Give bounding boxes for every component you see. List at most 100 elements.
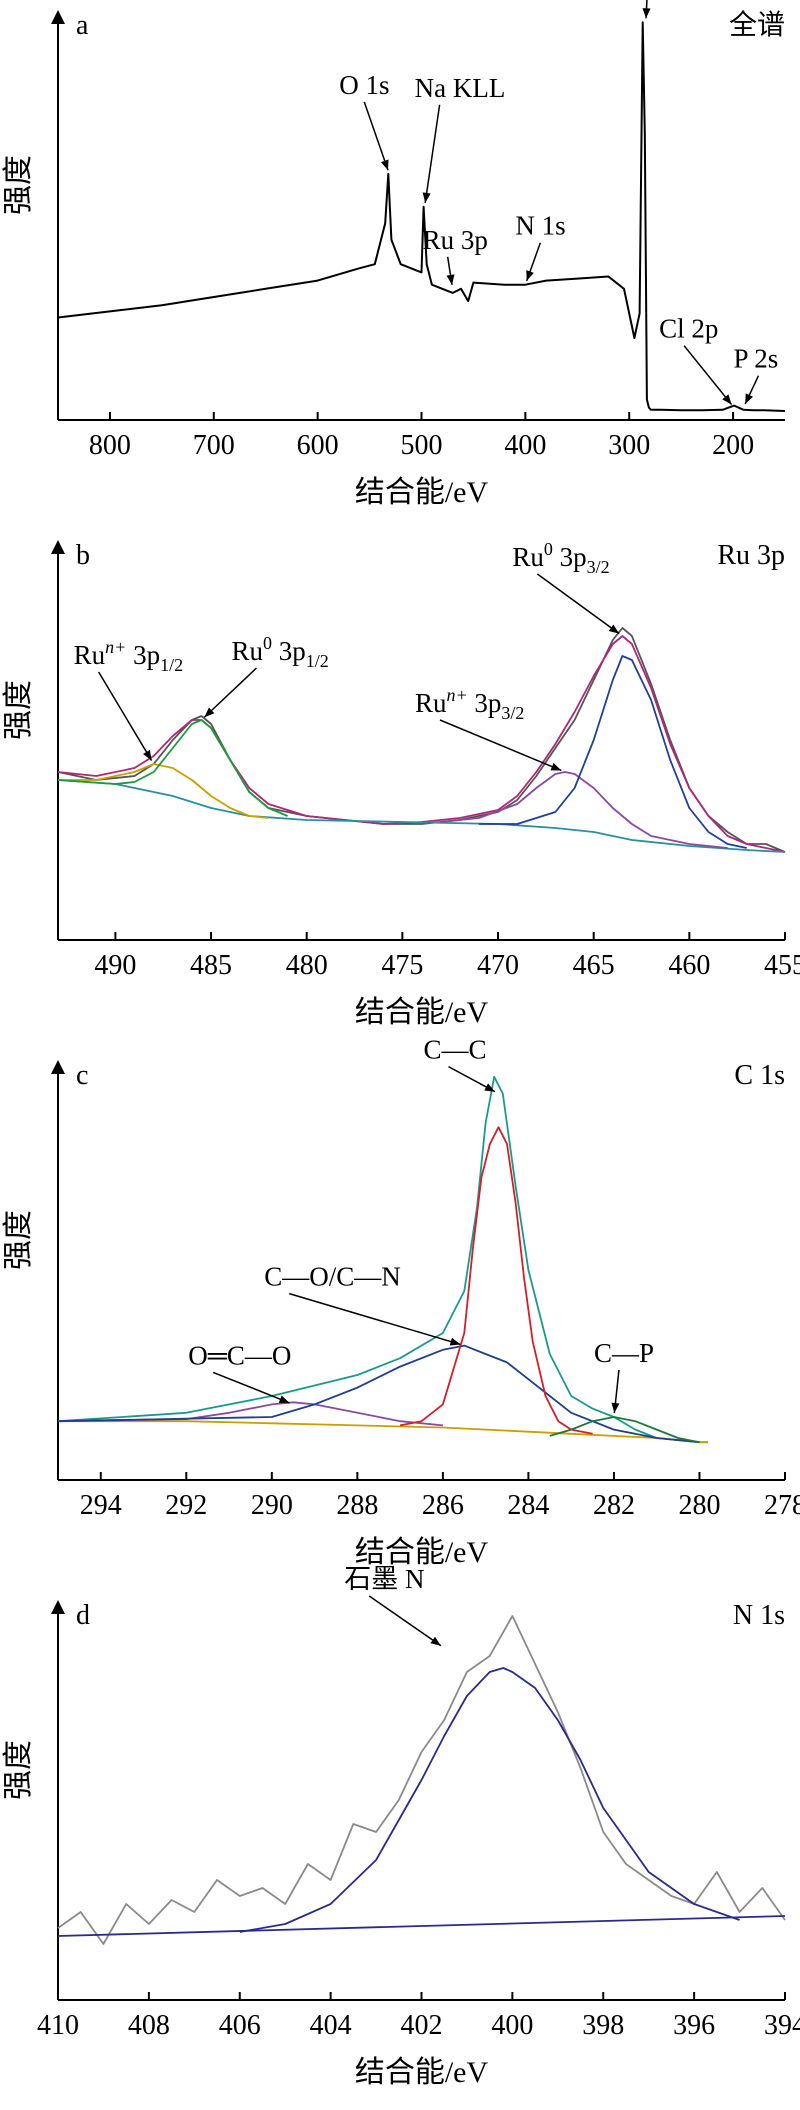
series-line-0 [57,1615,786,1945]
x-axis-title: 结合能/eV [355,476,489,509]
peak-leader-line [368,1595,442,1647]
x-tick-label: 465 [573,950,615,981]
arrowhead-icon [143,749,152,761]
x-tick-label: 200 [712,430,754,461]
series-line-5 [440,771,728,849]
panel-letter: c [76,1060,88,1091]
arrowhead-icon [608,624,620,634]
peak-label: Ru0 3p1/2 [231,633,328,671]
panel-d: 410 408 406 404 402 400 398 396 394 结合能/eV 强度 d N 1s… [2,1564,800,2089]
panel-letter: d [76,1600,90,1631]
y-axis-arrow-icon [51,10,65,24]
peak-label: C—C [423,1035,486,1065]
x-tick-label: 280 [678,1490,720,1521]
series-line-4 [57,719,288,817]
x-tick-label: 400 [491,2010,533,2041]
peak-label: Ru0 3p3/2 [512,539,609,577]
peak-leader-line [363,101,389,171]
peak-label: O 1s [339,70,389,100]
peak-label: Run+ 3p3/2 [415,685,524,723]
series-line-2 [57,779,786,853]
x-tick-label: 800 [89,430,131,461]
series-line-2 [57,1401,443,1427]
panel-b: 490 485 480 475 470 465 460 455 结合能/eV 强度 b Ru 3p Ru… [2,539,800,1029]
x-tick-label: 288 [336,1490,378,1521]
x-tick-label: 292 [165,1490,207,1521]
series-line-1 [57,1915,786,1937]
arrowhead-icon [204,707,215,718]
y-axis-title: 强度 [2,680,35,740]
panel-letter: a [76,10,89,41]
panel-name: C 1s [734,1060,785,1091]
peak-leader-line [536,573,620,635]
panel-letter: b [76,540,90,571]
peak-label: Run+ 3p1/2 [74,637,183,675]
x-tick-label: 470 [477,950,519,981]
x-axis-title: 结合能/eV [355,996,489,1029]
x-tick-label: 290 [251,1490,293,1521]
x-tick-label: 410 [37,2010,79,2041]
series-line-1 [57,635,786,853]
x-tick-label: 294 [80,1490,122,1521]
x-tick-label: 282 [593,1490,635,1521]
series-line-0 [57,21,786,412]
arrowhead-icon [430,1636,441,1646]
arrowhead-icon [611,1402,620,1414]
x-tick-label: 408 [128,2010,170,2041]
peak-leader-line [289,1292,461,1346]
x-tick-label: 600 [297,430,339,461]
peak-label: Na KLL [415,73,506,103]
y-axis-arrow-icon [51,1600,65,1614]
x-tick-label: 500 [401,430,443,461]
peak-label: 石墨 N [344,1564,424,1594]
peak-label: C—P [594,1338,654,1368]
panel-name: Ru 3p [717,540,785,571]
series-line-5 [549,1416,700,1444]
arrowhead-icon [380,159,389,171]
panel-a: 800 700 600 500 400 300 200 结合能/eV 强度 a 全谱 O 1s Na K… [2,0,786,509]
x-tick-label: 455 [764,950,800,981]
arrowhead-icon [745,393,754,405]
peak-leader-line [203,667,258,718]
x-tick-label: 300 [608,430,650,461]
peak-leader-line [98,671,153,761]
arrowhead-icon [278,1395,290,1403]
series-line-1 [58,1420,708,1444]
peak-label: N 1s [515,211,565,241]
x-tick-label: 460 [668,950,710,981]
peak-label: Cl 2p [659,314,718,344]
panel-name: 全谱 [729,9,785,41]
x-tick-label: 398 [582,2010,624,2041]
series-line-2 [239,1667,740,1933]
peak-leader-line [439,719,562,772]
peak-label: O═C—O [188,1340,291,1370]
x-axis-title: 结合能/eV [355,1536,489,1569]
series-line-4 [399,1126,593,1435]
peak-label: P 2s [733,344,778,374]
series-line-0 [57,1075,708,1444]
peak-label: C—O/C—N [264,1262,401,1292]
peak-leader-line [424,104,441,203]
x-tick-label: 404 [310,2010,352,2041]
series-line-6 [478,655,747,849]
y-axis-title: 强度 [2,1740,35,1800]
peak-leader-line [683,345,733,406]
arrowhead-icon [526,270,534,281]
arrowhead-icon [550,762,562,771]
x-axis-title: 结合能/eV [355,2056,489,2089]
series-line-3 [57,1344,700,1444]
y-axis-arrow-icon [51,1060,65,1074]
x-tick-label: 700 [193,430,235,461]
arrowhead-icon [484,1083,495,1092]
x-tick-label: 475 [381,950,423,981]
series-line-3 [58,763,269,819]
x-tick-label: 402 [401,2010,443,2041]
peak-leader-line [212,1371,290,1404]
x-tick-label: 485 [190,950,232,981]
x-tick-label: 278 [764,1490,800,1521]
arrowhead-icon [722,394,732,405]
peak-label: Ru 3p [423,225,488,255]
x-tick-label: 480 [286,950,328,981]
arrowhead-icon [642,8,651,19]
